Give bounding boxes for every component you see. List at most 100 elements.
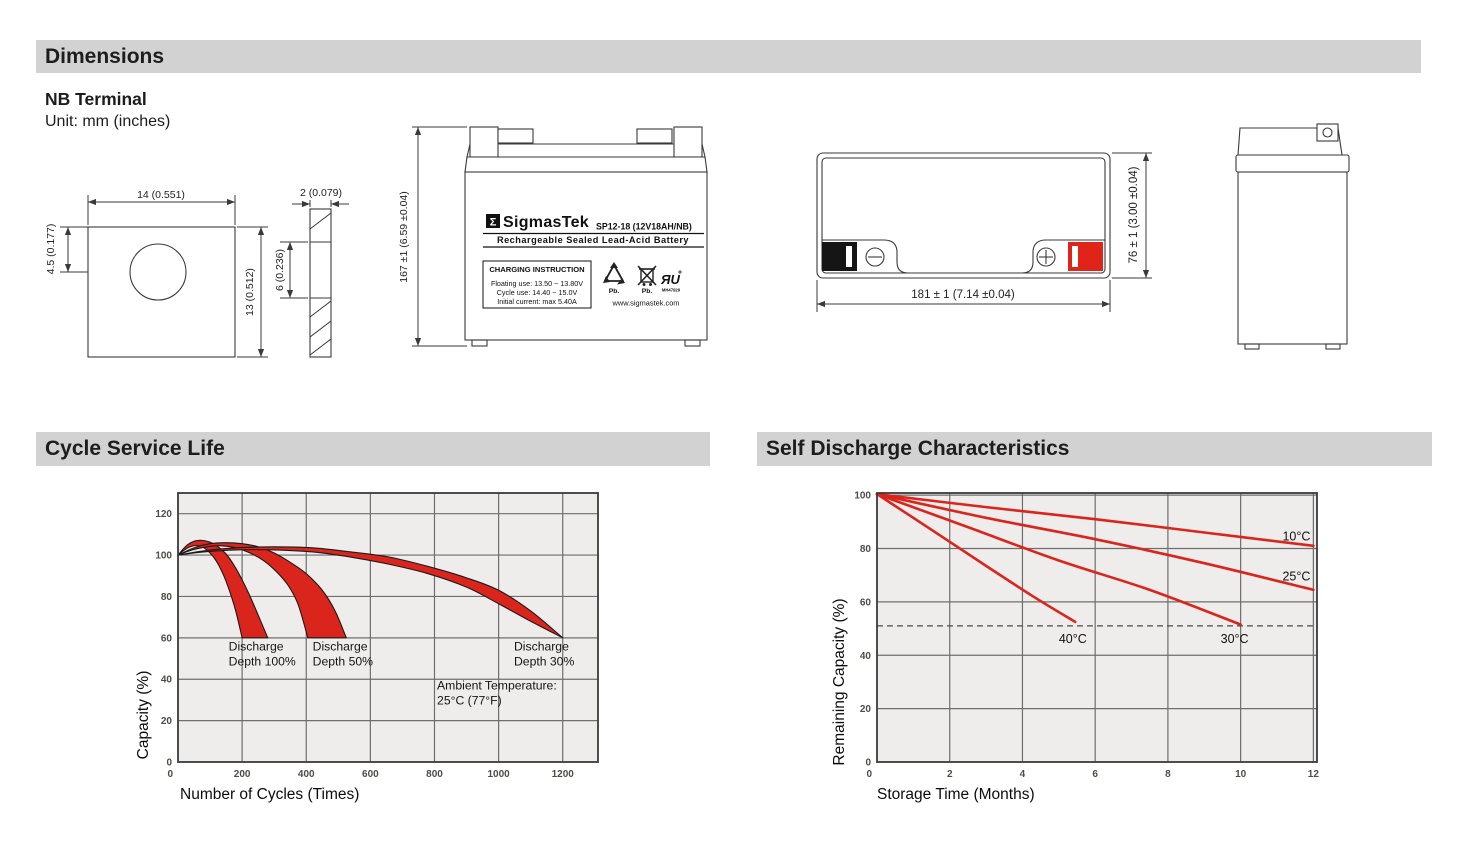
terminal-hole (129, 243, 187, 301)
self-discharge-section-header: Self Discharge Characteristics (757, 432, 1432, 466)
chart-annotation: Discharge (313, 639, 368, 653)
battery-width-label: 181 ± 1 (7.14 ±0.04) (911, 289, 1015, 301)
terminal-hole-offset-label: 4.5 (0.177) (45, 224, 57, 275)
chart-annotation: Discharge (229, 639, 284, 653)
battery-top-view: 181 ± 1 (7.14 ±0.04) 76 ± 1 (3.00 ±0.04) (816, 152, 1152, 312)
battery-front-view: 167 ±1 (6.59 ±0.04) Σ SigmasTek SP12-18 … (398, 126, 708, 347)
temperature-line-label: 30°C (1221, 632, 1249, 646)
chart-annotation: Depth 50% (313, 654, 373, 668)
battery-depth-label: 76 ± 1 (3.00 ±0.04) (1128, 166, 1140, 263)
temperature-line-label: 40°C (1059, 632, 1087, 646)
x-tick-label: 200 (234, 769, 251, 780)
discharge-depth-band (177, 542, 347, 639)
pb-bin-icon (637, 265, 657, 286)
chart-annotation: Ambient Temperature: (437, 679, 557, 693)
plus-terminal-icon (1036, 247, 1056, 267)
plot-border (876, 492, 1318, 763)
ul-file-code: MH47929 (662, 288, 681, 293)
pb-recycle-label: Pb. (609, 288, 620, 295)
website-text: www.sigmastek.com (612, 299, 680, 308)
temperature-line-label: 10°C (1282, 530, 1310, 544)
terminal-slot-label: 6 (0.236) (274, 249, 286, 291)
terminal-side-plate (309, 208, 332, 358)
x-tick-label: 800 (426, 769, 443, 780)
chart-annotation: 25°C (77°F) (437, 694, 502, 708)
y-tick-label: 60 (860, 597, 872, 608)
temperature-line (875, 492, 1315, 592)
battery-body (464, 171, 708, 341)
terminal-width-label: 14 (0.551) (137, 189, 185, 201)
battery-height-label: 167 ±1 (6.59 ±0.04) (398, 191, 410, 283)
terminal-height-label: 13 (0.512) (244, 268, 256, 316)
cycle-life-section-header: Cycle Service Life (36, 432, 710, 466)
side-terminal (1316, 123, 1339, 142)
charging-line-2: Cycle use: 14.40 ~ 15.0V (497, 288, 578, 297)
unit-note: Unit: mm (inches) (45, 113, 171, 130)
battery-top-outline (816, 152, 1111, 279)
temperature-line (875, 492, 1077, 624)
x-tick-label: 1000 (487, 769, 510, 780)
nb-terminal-drawing: 14 (0.551) 13 (0.512) 4.5 (0.177) 2 (0.0… (45, 187, 349, 358)
x-tick-label: 600 (362, 769, 379, 780)
x-tick-label: 8 (1165, 769, 1171, 780)
y-tick-label: 100 (854, 491, 871, 502)
battery-type-line: Rechargeable Sealed Lead-Acid Battery (497, 235, 689, 245)
side-body (1237, 171, 1348, 345)
temperature-line-label: 25°C (1282, 570, 1310, 584)
x-tick-label: 0 (167, 769, 173, 780)
cycle-service-life-chart: 0 200 400 600 800 1000 1200 0 20 40 60 80 100 120 Disc… (135, 492, 599, 803)
y-tick-label: 0 (865, 758, 871, 769)
x-tick-label: 6 (1092, 769, 1098, 780)
sigma-logo-icon (486, 214, 500, 228)
x-axis-title: Number of Cycles (Times) (180, 786, 359, 803)
temperature-line (875, 492, 1242, 626)
charging-title: CHARGING INSTRUCTION (489, 265, 584, 274)
self-discharge-chart: 10°C 25°C 30°C 40°C 0 2 4 6 8 10 12 0 20 40 60 80 100 Sto… (831, 491, 1320, 803)
temperature-line (875, 492, 1315, 548)
x-axis-title: Storage Time (Months) (877, 786, 1035, 803)
ul-mark-glyph: ЯU (660, 272, 680, 287)
y-tick-label: 40 (860, 651, 872, 662)
y-tick-label: 40 (161, 675, 173, 686)
recycle-pb-icon (603, 262, 625, 285)
y-tick-label: 100 (155, 551, 172, 562)
chart-annotation: Depth 30% (514, 654, 574, 668)
x-tick-label: 4 (1020, 769, 1026, 780)
y-tick-label: 120 (155, 509, 172, 520)
pb-bin-label: Pb. (642, 288, 653, 295)
sigma-logo-glyph: Σ (490, 217, 497, 229)
ul-mark-icon: ЯU (660, 270, 682, 287)
x-tick-label: 10 (1235, 769, 1247, 780)
plot-background (877, 493, 1317, 762)
self-discharge-title: Self Discharge Characteristics (766, 437, 1070, 460)
dimensions-section-header: Dimensions (36, 40, 1421, 73)
x-tick-label: 400 (298, 769, 315, 780)
y-tick-label: 80 (860, 544, 872, 555)
y-tick-label: 0 (166, 758, 172, 769)
cycle-life-title: Cycle Service Life (45, 437, 225, 460)
x-tick-label: 12 (1308, 769, 1320, 780)
terminal-thickness-label: 2 (0.079) (300, 187, 342, 199)
terminal-type-heading: NB Terminal (45, 89, 147, 109)
battery-terminal-bump-right (673, 126, 703, 158)
battery-terminal-bump-left (469, 126, 499, 158)
y-axis-title: Capacity (%) (135, 671, 152, 760)
y-tick-label: 20 (860, 704, 872, 715)
dimensions-title: Dimensions (45, 44, 165, 68)
x-tick-label: 2 (947, 769, 953, 780)
chart-annotation: Depth 100% (229, 654, 296, 668)
x-tick-label: 1200 (552, 769, 575, 780)
battery-lid (464, 156, 708, 173)
discharge-depth-band (177, 546, 564, 639)
y-tick-label: 60 (161, 633, 173, 644)
y-tick-label: 80 (161, 592, 173, 603)
y-axis-title: Remaining Capacity (%) (831, 598, 848, 765)
charging-line-1: Floating use: 13.50 ~ 13.80V (491, 279, 583, 288)
model-number: SP12-18 (12V18AH/NB) (596, 222, 692, 232)
battery-side-view (1235, 123, 1350, 350)
plot-border (177, 492, 599, 763)
charging-instruction-box (482, 260, 592, 309)
x-tick-label: 0 (866, 769, 872, 780)
charging-line-3: Initial current: max 5.40A (497, 297, 577, 306)
